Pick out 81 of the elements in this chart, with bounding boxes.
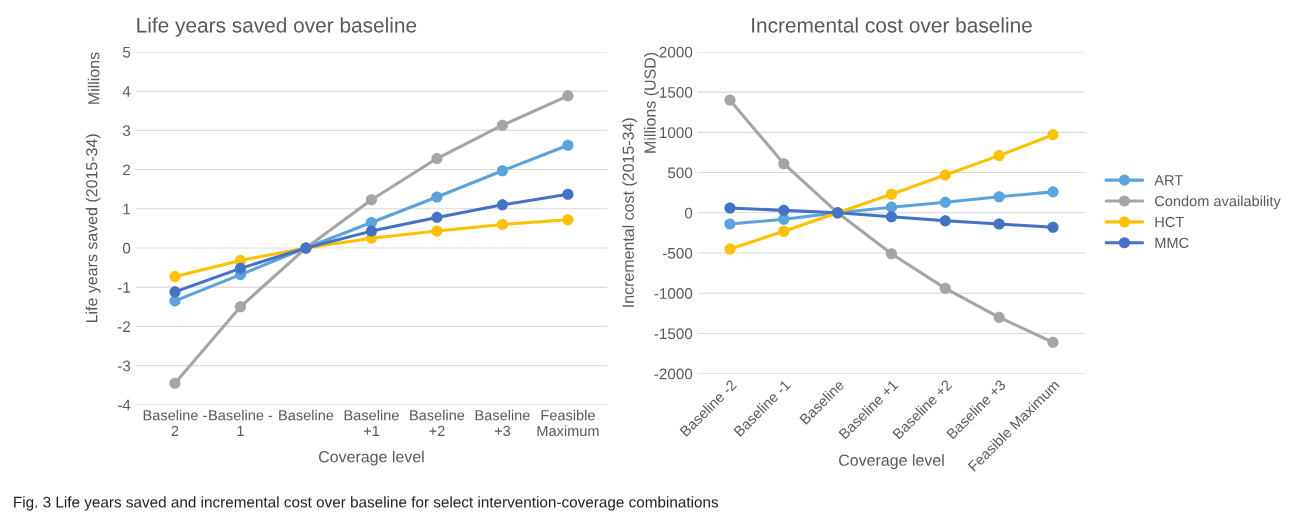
point	[169, 377, 181, 389]
y-tick-label: -1	[117, 282, 131, 293]
x-tick-label: Baseline +2	[410, 409, 465, 436]
point	[1047, 129, 1059, 141]
caption: Fig. 3 Life years saved and incremental cost over baseline for select intervention-coverage combinations	[14, 496, 719, 511]
point	[496, 218, 508, 230]
point	[1047, 186, 1059, 198]
y-tick-label: -1500	[654, 328, 693, 340]
point	[1047, 221, 1059, 233]
point	[496, 165, 508, 177]
point	[562, 188, 574, 200]
x-tick-label: Baseline - 2	[143, 409, 207, 436]
point	[939, 215, 951, 227]
point	[431, 225, 443, 237]
point	[365, 225, 378, 237]
x-axis-title: Coverage level	[839, 454, 944, 470]
y-tick-label: 500	[667, 167, 693, 179]
y-tick-label: 5	[122, 46, 131, 58]
chart-title: Life years saved over baseline	[137, 17, 417, 37]
text: Millions	[87, 52, 100, 104]
y-tick-label: 2	[123, 164, 131, 176]
x-tick-label: Baseline	[279, 409, 334, 421]
y-tick-label: 1	[123, 203, 131, 215]
point	[234, 262, 247, 274]
x-axis-title: Coverage level	[318, 450, 424, 466]
point	[993, 191, 1005, 203]
legend-label: Condom availability	[1155, 195, 1281, 210]
y-tick-label: 0	[122, 242, 131, 254]
x-tick-label: Baseline +1	[344, 409, 399, 436]
point	[496, 119, 508, 131]
y-tick-label: -1000	[654, 288, 693, 299]
point	[562, 214, 574, 226]
point	[1047, 336, 1059, 348]
point	[939, 169, 951, 181]
point	[169, 271, 181, 283]
legend-label: HCT	[1155, 216, 1184, 228]
point	[169, 286, 181, 298]
y-tick-label: -500	[662, 247, 693, 259]
y-tick-label: -3	[117, 360, 131, 372]
y-tick-label: 1000	[660, 127, 693, 139]
point	[778, 158, 790, 170]
point	[496, 199, 508, 211]
point	[993, 150, 1005, 162]
x-tick-label: Baseline - 1	[209, 409, 273, 436]
point	[885, 201, 898, 213]
y-tick-label: 2000	[659, 46, 693, 58]
point	[939, 196, 951, 208]
point	[778, 204, 790, 216]
y-axis-title: Incremental cost (2015-34)	[622, 118, 638, 307]
y-tick-label: -4	[117, 399, 131, 411]
text: Millions (USD)	[644, 52, 659, 153]
x-tick-label: Baseline +3	[475, 409, 530, 437]
point	[993, 311, 1005, 323]
y-tick-label: 1500	[660, 86, 693, 98]
chart-title: Incremental cost over baseline	[752, 17, 1032, 33]
y-axis-title: Life years saved (2015-34)	[85, 134, 101, 323]
point	[885, 248, 898, 260]
point	[993, 218, 1005, 230]
point	[778, 225, 790, 237]
y-tick-label: 0	[684, 207, 693, 219]
point	[724, 243, 736, 255]
point	[885, 211, 898, 223]
point	[562, 90, 574, 102]
y-tick-label: 4	[122, 86, 131, 97]
y-tick-label: -2	[117, 321, 131, 332]
point	[431, 153, 443, 165]
legend-label: MMC	[1155, 237, 1189, 249]
y-tick-label: 3	[122, 125, 131, 137]
point	[724, 218, 736, 230]
point	[234, 301, 247, 313]
y-tick-label: -2000	[654, 368, 693, 380]
point	[939, 282, 951, 294]
point	[431, 211, 443, 223]
legend-label: ART	[1154, 175, 1183, 186]
point	[724, 202, 736, 214]
point	[562, 139, 574, 151]
point	[724, 94, 736, 106]
point	[885, 188, 898, 200]
point	[365, 194, 378, 206]
x-tick-label: Feasible Maximum	[537, 409, 599, 437]
point	[431, 191, 443, 203]
